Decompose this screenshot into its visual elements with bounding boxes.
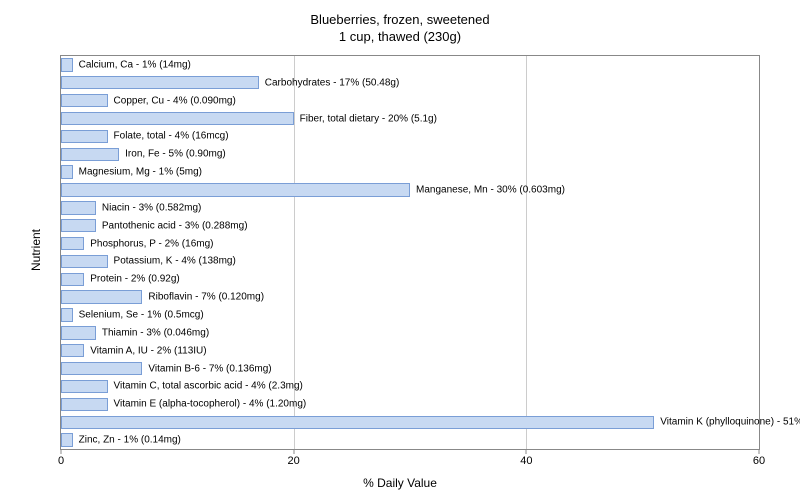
bar-label: Fiber, total dietary - 20% (5.1g) <box>300 113 437 124</box>
x-tick-mark <box>293 449 294 454</box>
bar-row: Iron, Fe - 5% (0.90mg) <box>61 148 759 161</box>
bar-label: Riboflavin - 7% (0.120mg) <box>148 292 264 303</box>
bar-label: Vitamin A, IU - 2% (113IU) <box>90 345 206 356</box>
x-tick-mark <box>759 449 760 454</box>
bar-row: Riboflavin - 7% (0.120mg) <box>61 290 759 303</box>
bar-row: Vitamin C, total ascorbic acid - 4% (2.3… <box>61 380 759 393</box>
bar-label: Vitamin B-6 - 7% (0.136mg) <box>148 363 271 374</box>
nutrient-bar <box>61 344 84 357</box>
nutrient-bar <box>61 112 294 125</box>
nutrient-bar <box>61 183 410 196</box>
nutrient-bar <box>61 237 84 250</box>
bar-row: Thiamin - 3% (0.046mg) <box>61 326 759 339</box>
x-axis-label: % Daily Value <box>0 476 800 490</box>
bar-label: Vitamin K (phylloquinone) - 51% (40.7mcg… <box>660 417 800 428</box>
bar-row: Folate, total - 4% (16mcg) <box>61 130 759 143</box>
bar-row: Potassium, K - 4% (138mg) <box>61 255 759 268</box>
nutrient-bar <box>61 94 108 107</box>
bar-label: Vitamin C, total ascorbic acid - 4% (2.3… <box>114 381 303 392</box>
x-tick-label: 20 <box>288 455 300 467</box>
bar-row: Phosphorus, P - 2% (16mg) <box>61 237 759 250</box>
x-tick-mark <box>526 449 527 454</box>
nutrient-bar <box>61 130 108 143</box>
bar-row: Magnesium, Mg - 1% (5mg) <box>61 165 759 178</box>
nutrient-bar <box>61 76 259 89</box>
bar-row: Manganese, Mn - 30% (0.603mg) <box>61 183 759 196</box>
bar-row: Calcium, Ca - 1% (14mg) <box>61 58 759 71</box>
bar-label: Carbohydrates - 17% (50.48g) <box>265 77 400 88</box>
nutrient-bar <box>61 290 142 303</box>
chart-title: Blueberries, frozen, sweetened 1 cup, th… <box>0 12 800 46</box>
bar-row: Vitamin K (phylloquinone) - 51% (40.7mcg… <box>61 416 759 429</box>
bar-label: Pantothenic acid - 3% (0.288mg) <box>102 220 248 231</box>
bar-row: Pantothenic acid - 3% (0.288mg) <box>61 219 759 232</box>
nutrient-bar <box>61 380 108 393</box>
bar-label: Protein - 2% (0.92g) <box>90 274 180 285</box>
nutrient-bar <box>61 255 108 268</box>
bar-label: Thiamin - 3% (0.046mg) <box>102 327 209 338</box>
plot-area: 0204060Calcium, Ca - 1% (14mg)Carbohydra… <box>60 55 760 450</box>
bar-label: Potassium, K - 4% (138mg) <box>114 256 236 267</box>
bar-row: Vitamin B-6 - 7% (0.136mg) <box>61 362 759 375</box>
nutrient-bar <box>61 58 73 71</box>
bar-label: Folate, total - 4% (16mcg) <box>114 131 229 142</box>
nutrient-bar <box>61 165 73 178</box>
bar-row: Carbohydrates - 17% (50.48g) <box>61 76 759 89</box>
bar-label: Zinc, Zn - 1% (0.14mg) <box>79 435 181 446</box>
bar-row: Copper, Cu - 4% (0.090mg) <box>61 94 759 107</box>
nutrient-bar <box>61 398 108 411</box>
bar-row: Vitamin E (alpha-tocopherol) - 4% (1.20m… <box>61 398 759 411</box>
bar-label: Niacin - 3% (0.582mg) <box>102 202 201 213</box>
title-line-2: 1 cup, thawed (230g) <box>0 29 800 46</box>
nutrient-bar <box>61 433 73 446</box>
x-tick-label: 40 <box>520 455 532 467</box>
bar-label: Magnesium, Mg - 1% (5mg) <box>79 167 202 178</box>
bar-label: Iron, Fe - 5% (0.90mg) <box>125 149 226 160</box>
nutrient-bar <box>61 362 142 375</box>
bar-label: Calcium, Ca - 1% (14mg) <box>79 59 191 70</box>
bar-row: Niacin - 3% (0.582mg) <box>61 201 759 214</box>
x-tick-mark <box>61 449 62 454</box>
x-tick-label: 60 <box>753 455 765 467</box>
bar-label: Manganese, Mn - 30% (0.603mg) <box>416 184 565 195</box>
title-line-1: Blueberries, frozen, sweetened <box>0 12 800 29</box>
y-axis-label: Nutrient <box>29 229 43 271</box>
nutrient-bar <box>61 148 119 161</box>
nutrient-bar <box>61 416 654 429</box>
bar-row: Selenium, Se - 1% (0.5mcg) <box>61 308 759 321</box>
nutrient-bar <box>61 273 84 286</box>
nutrient-chart: Blueberries, frozen, sweetened 1 cup, th… <box>0 0 800 500</box>
bar-row: Protein - 2% (0.92g) <box>61 273 759 286</box>
nutrient-bar <box>61 326 96 339</box>
bar-row: Vitamin A, IU - 2% (113IU) <box>61 344 759 357</box>
bar-row: Fiber, total dietary - 20% (5.1g) <box>61 112 759 125</box>
bar-label: Vitamin E (alpha-tocopherol) - 4% (1.20m… <box>114 399 307 410</box>
bar-label: Selenium, Se - 1% (0.5mcg) <box>79 310 204 321</box>
nutrient-bar <box>61 219 96 232</box>
nutrient-bar <box>61 308 73 321</box>
bar-row: Zinc, Zn - 1% (0.14mg) <box>61 433 759 446</box>
bar-label: Copper, Cu - 4% (0.090mg) <box>114 95 236 106</box>
nutrient-bar <box>61 201 96 214</box>
x-tick-label: 0 <box>58 455 64 467</box>
bar-label: Phosphorus, P - 2% (16mg) <box>90 238 213 249</box>
